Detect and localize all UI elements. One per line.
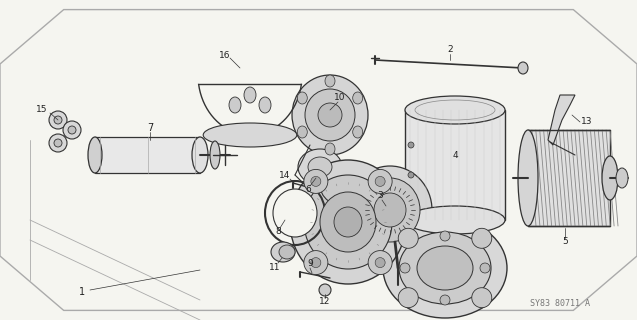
Polygon shape — [548, 95, 575, 145]
Ellipse shape — [440, 295, 450, 305]
Text: 11: 11 — [269, 262, 281, 271]
Ellipse shape — [308, 157, 332, 177]
Ellipse shape — [304, 251, 328, 275]
Text: 12: 12 — [319, 298, 331, 307]
Polygon shape — [405, 110, 505, 220]
Ellipse shape — [279, 245, 295, 259]
Ellipse shape — [244, 87, 256, 103]
Ellipse shape — [320, 192, 376, 252]
Polygon shape — [95, 137, 200, 173]
Ellipse shape — [472, 288, 492, 308]
Ellipse shape — [88, 137, 102, 173]
Ellipse shape — [375, 258, 385, 268]
Text: 10: 10 — [334, 93, 346, 102]
Ellipse shape — [311, 258, 321, 268]
Text: 15: 15 — [36, 106, 48, 115]
Ellipse shape — [192, 137, 208, 173]
Ellipse shape — [368, 251, 392, 275]
Text: 9: 9 — [307, 260, 313, 268]
Ellipse shape — [408, 172, 414, 178]
Ellipse shape — [398, 228, 419, 248]
Ellipse shape — [399, 232, 491, 304]
Ellipse shape — [54, 116, 62, 124]
Ellipse shape — [375, 176, 385, 186]
Ellipse shape — [54, 139, 62, 147]
Text: 14: 14 — [279, 171, 290, 180]
Text: 4: 4 — [452, 150, 458, 159]
Ellipse shape — [298, 149, 342, 185]
Ellipse shape — [318, 103, 342, 127]
Ellipse shape — [417, 246, 473, 290]
Ellipse shape — [440, 231, 450, 241]
Text: 7: 7 — [147, 123, 153, 133]
Ellipse shape — [374, 193, 406, 227]
Ellipse shape — [408, 142, 414, 148]
Ellipse shape — [304, 169, 328, 193]
Ellipse shape — [273, 189, 317, 237]
Ellipse shape — [63, 121, 81, 139]
Text: 16: 16 — [219, 51, 231, 60]
Ellipse shape — [311, 176, 321, 186]
Ellipse shape — [271, 242, 295, 262]
Ellipse shape — [290, 160, 406, 284]
Ellipse shape — [616, 168, 628, 188]
Ellipse shape — [480, 263, 490, 273]
Ellipse shape — [297, 92, 307, 104]
Ellipse shape — [400, 263, 410, 273]
Ellipse shape — [518, 62, 528, 74]
Ellipse shape — [203, 123, 297, 147]
Ellipse shape — [210, 141, 220, 169]
Polygon shape — [0, 10, 637, 310]
Ellipse shape — [305, 89, 355, 141]
Ellipse shape — [360, 178, 420, 242]
Ellipse shape — [334, 207, 362, 237]
Text: 3: 3 — [377, 191, 383, 201]
Ellipse shape — [259, 97, 271, 113]
Text: 2: 2 — [447, 45, 453, 54]
Ellipse shape — [405, 206, 505, 234]
Text: 5: 5 — [562, 237, 568, 246]
Text: 6: 6 — [305, 186, 311, 195]
Ellipse shape — [49, 111, 67, 129]
Ellipse shape — [472, 228, 492, 248]
Ellipse shape — [319, 284, 331, 296]
Ellipse shape — [68, 126, 76, 134]
Ellipse shape — [368, 169, 392, 193]
Polygon shape — [528, 130, 610, 226]
Ellipse shape — [49, 134, 67, 152]
Text: SY83 80711 A: SY83 80711 A — [530, 299, 590, 308]
Ellipse shape — [325, 143, 335, 155]
Ellipse shape — [304, 175, 392, 269]
Ellipse shape — [518, 130, 538, 226]
Ellipse shape — [602, 156, 618, 200]
Ellipse shape — [353, 92, 362, 104]
Ellipse shape — [383, 218, 507, 318]
Ellipse shape — [325, 75, 335, 87]
Ellipse shape — [405, 96, 505, 124]
Ellipse shape — [229, 97, 241, 113]
Ellipse shape — [348, 166, 432, 254]
Text: 8: 8 — [275, 228, 281, 236]
Ellipse shape — [398, 288, 419, 308]
Text: 1: 1 — [79, 287, 85, 297]
Ellipse shape — [292, 75, 368, 155]
Text: 13: 13 — [581, 117, 593, 126]
Ellipse shape — [353, 126, 362, 138]
Ellipse shape — [297, 126, 307, 138]
